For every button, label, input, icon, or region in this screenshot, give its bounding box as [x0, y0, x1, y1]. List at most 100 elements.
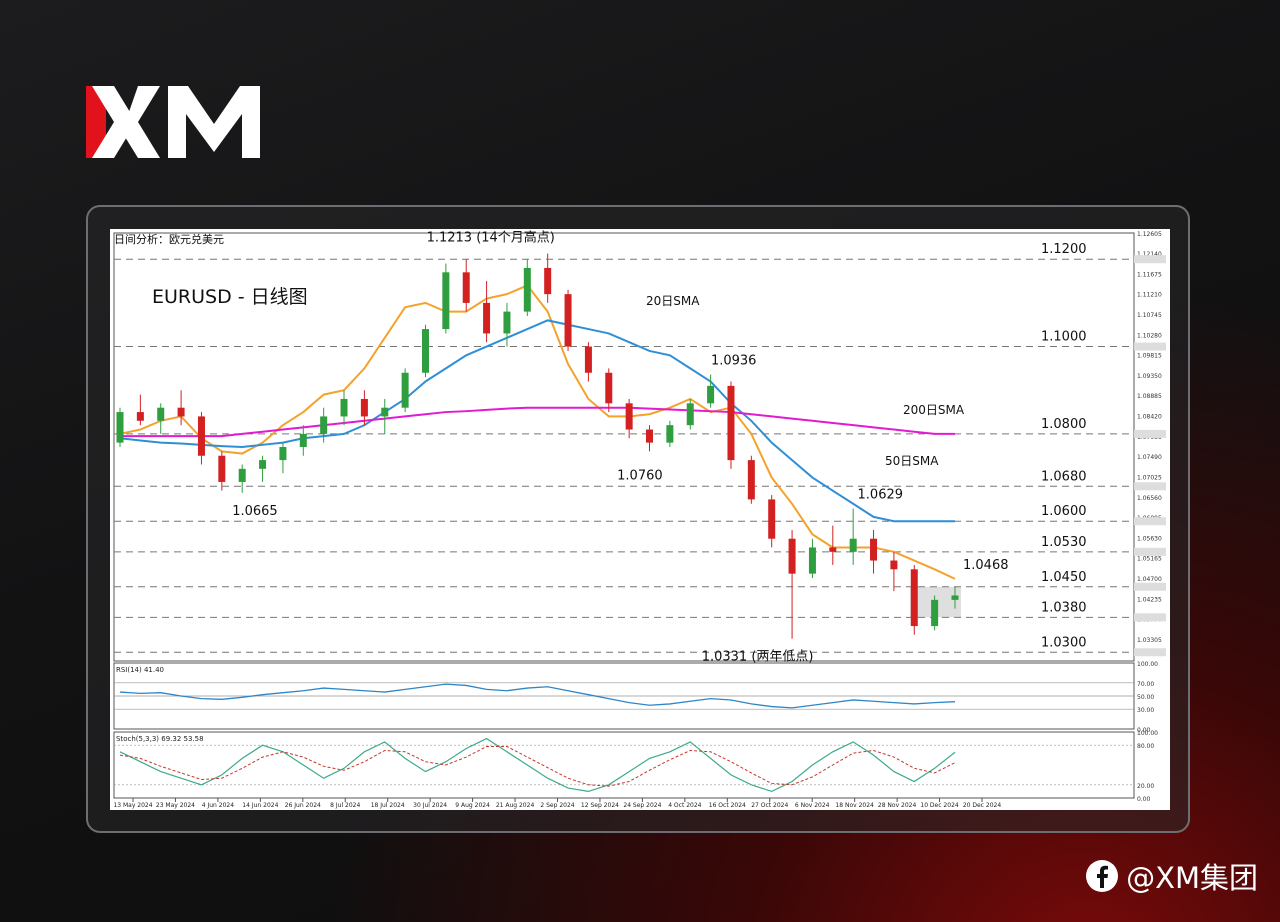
y-tick-label: 1.04235	[1137, 596, 1162, 603]
candle-body	[279, 447, 287, 461]
level-label: 1.0450	[1041, 570, 1087, 585]
logo-x-right	[122, 86, 160, 158]
stoch-tick: 20.00	[1137, 783, 1154, 790]
level-label: 1.0600	[1041, 504, 1087, 519]
x-tick-label: 2 Sep 2024	[540, 802, 574, 809]
candle-body	[177, 407, 185, 417]
level-label: 1.0380	[1041, 600, 1087, 615]
candle-body	[625, 403, 633, 430]
main-frame	[113, 232, 1135, 662]
x-tick-label: 20 Dec 2024	[963, 802, 1002, 809]
rsi-tick: 100.00	[1137, 661, 1158, 668]
x-tick-label: 16 Oct 2024	[709, 802, 746, 809]
rsi-label: RSI(14) 41.40	[116, 666, 164, 674]
candle-body	[849, 538, 857, 552]
x-tick-label: 14 Jun 2024	[242, 802, 278, 809]
x-tick-label: 18 Jul 2024	[371, 802, 405, 809]
level-price-box	[1134, 582, 1166, 591]
candle-body	[320, 416, 328, 434]
candle-body	[218, 455, 226, 482]
y-tick-label: 1.09815	[1137, 353, 1162, 360]
stoch-tick: 0.00	[1137, 796, 1151, 803]
facebook-icon	[1086, 860, 1119, 892]
candle-body	[401, 372, 409, 408]
logo-m	[168, 86, 260, 158]
footer-brand[interactable]: @XM集团	[1086, 856, 1258, 896]
level-price-box	[1134, 517, 1166, 526]
level-price-box	[1134, 547, 1166, 556]
candle-body	[340, 398, 348, 417]
y-tick-label: 1.11675	[1137, 271, 1162, 278]
series-label: 50日SMA	[885, 454, 939, 468]
y-tick-label: 1.04700	[1137, 576, 1162, 583]
rsi-line	[119, 683, 956, 709]
logo-red-bar	[86, 86, 106, 158]
candle-body	[116, 412, 124, 443]
logo-x-left	[92, 86, 136, 158]
candle-body	[259, 460, 267, 469]
candle-body	[808, 547, 816, 574]
x-tick-label: 12 Sep 2024	[581, 802, 619, 809]
xm-logo	[84, 84, 264, 160]
chart-title: EURUSD - 日线图	[152, 286, 308, 308]
y-tick-label: 1.06560	[1137, 495, 1162, 502]
candle-body	[646, 429, 654, 443]
y-tick-label: 1.08420	[1137, 414, 1162, 421]
candle-body	[483, 302, 491, 334]
price-annotation: 1.0760	[617, 468, 663, 483]
candle-body	[605, 372, 613, 404]
series-label: 200日SMA	[903, 403, 965, 417]
x-tick-label: 21 Aug 2024	[496, 802, 535, 809]
level-price-box	[1134, 255, 1166, 264]
x-tick-label: 30 Jul 2024	[413, 802, 447, 809]
candle-body	[951, 595, 959, 600]
candle-body	[931, 599, 939, 627]
series-label: 20日SMA	[646, 294, 700, 308]
candle-body	[666, 425, 674, 443]
chart-header: 日间分析：欧元兑美元	[114, 232, 224, 246]
candle-body	[381, 407, 389, 417]
x-tick-label: 26 Jun 2024	[285, 802, 321, 809]
chart-panel: 1.12605 1.12140 1.11675 1.11210 1.10745 1.102…	[110, 229, 1170, 810]
footer-brand-text: @XM集团	[1126, 861, 1258, 895]
stoch-tick: 80.00	[1137, 743, 1154, 750]
price-annotation: 1.0331 (两年低点)	[702, 650, 814, 665]
x-tick-label: 23 May 2024	[156, 802, 195, 809]
candle-body	[707, 385, 715, 404]
x-tick-label: 24 Sep 2024	[623, 802, 661, 809]
y-tick-label: 1.11210	[1137, 292, 1162, 299]
candle-body	[686, 403, 694, 426]
sma-line-2	[120, 406, 955, 438]
x-tick-label: 4 Jun 2024	[202, 802, 234, 809]
y-tick-label: 1.05630	[1137, 535, 1162, 542]
candle-body	[136, 412, 144, 421]
y-tick-label: 1.07490	[1137, 454, 1162, 461]
candle-body	[421, 329, 429, 373]
y-tick-label: 1.12605	[1137, 231, 1162, 238]
candle-body	[503, 311, 511, 334]
level-label: 1.1200	[1041, 242, 1087, 257]
y-tick-label: 1.10280	[1137, 332, 1162, 339]
x-tick-label: 28 Nov 2024	[878, 802, 917, 809]
y-tick-label: 1.08885	[1137, 393, 1162, 400]
rsi-tick: 0.00	[1137, 727, 1151, 734]
x-tick-label: 13 May 2024	[113, 802, 152, 809]
candle-body	[360, 398, 368, 417]
candle-body	[523, 267, 531, 312]
x-tick-label: 6 Nov 2024	[795, 802, 830, 809]
level-price-box	[1134, 482, 1166, 491]
stoch-tick: 100.00	[1137, 730, 1158, 737]
candle-body	[890, 560, 898, 570]
y-tick-label: 1.05165	[1137, 556, 1162, 563]
sma-line-1	[119, 319, 955, 523]
stoch-label: Stoch(5,3,3) 69.32 53.58	[116, 735, 204, 743]
x-tick-label: 8 Jul 2024	[330, 802, 360, 809]
y-tick-label: 1.09350	[1137, 373, 1162, 380]
level-label: 1.1000	[1041, 330, 1087, 345]
x-tick-label: 27 Oct 2024	[751, 802, 788, 809]
y-tick-label: 1.12140	[1137, 251, 1162, 258]
candle-body	[238, 468, 246, 482]
x-tick-label: 4 Oct 2024	[668, 802, 701, 809]
price-annotation: 1.0936	[711, 354, 757, 369]
candle-body	[727, 385, 735, 461]
